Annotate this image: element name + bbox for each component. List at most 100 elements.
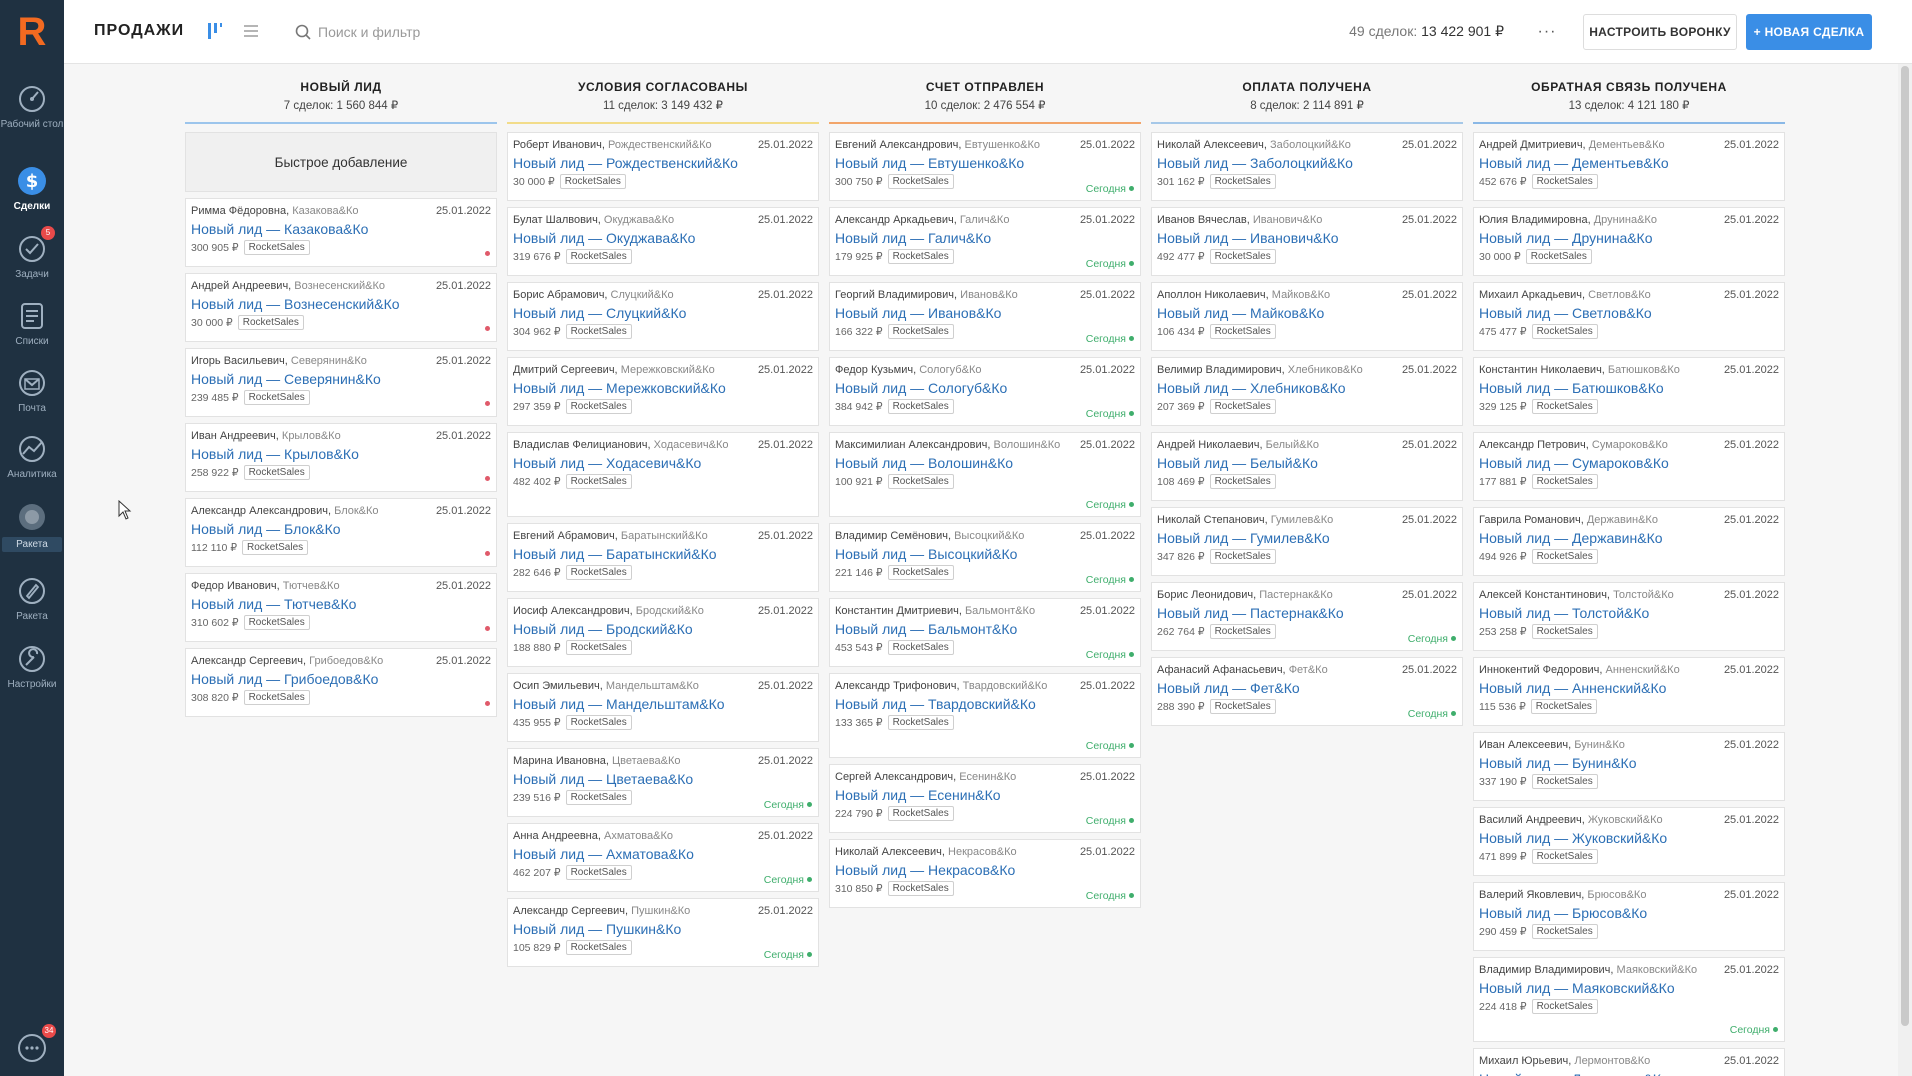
deal-tag[interactable]: RocketSales xyxy=(243,690,310,705)
deal-card[interactable]: Иван Алексеевич, Бунин&Ко 25.01.2022 Новый… xyxy=(1473,732,1785,801)
nav-mail[interactable]: Почта xyxy=(0,362,64,424)
deal-card[interactable]: Владимир Владимирович, Маяковский&Ко 25.0… xyxy=(1473,957,1785,1042)
deal-card[interactable]: Борис Абрамович, Слуцкий&Ко 25.01.2022 Нов… xyxy=(507,282,819,351)
deal-tag[interactable]: RocketSales xyxy=(565,249,632,264)
deal-tag[interactable]: RocketSales xyxy=(243,240,310,255)
deal-tag[interactable]: RocketSales xyxy=(1209,474,1276,489)
deal-card[interactable]: Борис Леонидович, Пастернак&Ко 25.01.2022… xyxy=(1151,582,1463,651)
deal-card[interactable]: Александр Трифонович, Твардовский&Ко 25.0… xyxy=(829,673,1141,758)
deal-title-link[interactable]: Новый лид — Рождественский&Ко xyxy=(513,155,738,171)
deal-title-link[interactable]: Новый лид — Есенин&Ко xyxy=(835,787,1001,803)
deal-tag[interactable]: RocketSales xyxy=(565,940,632,955)
deal-title-link[interactable]: Новый лид — Сологуб&Ко xyxy=(835,380,1008,396)
deal-card[interactable]: Афанасий Афанасьевич, Фет&Ко 25.01.2022 Но… xyxy=(1151,657,1463,726)
deal-card[interactable]: Иннокентий Федорович, Анненский&Ко 25.01.… xyxy=(1473,657,1785,726)
deal-tag[interactable]: RocketSales xyxy=(243,390,310,405)
deal-title-link[interactable]: Новый лид — Слуцкий&Ко xyxy=(513,305,687,321)
deal-card[interactable]: Анна Андреевна, Ахматова&Ко 25.01.2022 Нов… xyxy=(507,823,819,892)
deal-card[interactable]: Александр Александрович, Блок&Ко 25.01.20… xyxy=(185,498,497,567)
deal-tag[interactable]: RocketSales xyxy=(1209,699,1276,714)
deal-card[interactable]: Дмитрий Сергеевич, Мережковский&Ко 25.01.… xyxy=(507,357,819,426)
deal-title-link[interactable]: Новый лид — Дементьев&Ко xyxy=(1479,155,1669,171)
deal-card[interactable]: Иосиф Александрович, Бродский&Ко 25.01.20… xyxy=(507,598,819,667)
deal-card[interactable]: Валерий Яковлевич, Брюсов&Ко 25.01.2022 Но… xyxy=(1473,882,1785,951)
configure-funnel-button[interactable]: НАСТРОИТЬ ВОРОНКУ xyxy=(1583,14,1737,50)
deal-title-link[interactable]: Новый лид — Бродский&Ко xyxy=(513,621,693,637)
deal-title-link[interactable]: Новый лид — Бунин&Ко xyxy=(1479,755,1637,771)
deal-title-link[interactable]: Новый лид — Ахматова&Ко xyxy=(513,846,694,862)
deal-card[interactable]: Андрей Дмитриевич, Дементьев&Ко 25.01.202… xyxy=(1473,132,1785,201)
deal-card[interactable]: Михаил Аркадьевич, Светлов&Ко 25.01.2022 Н… xyxy=(1473,282,1785,351)
deal-title-link[interactable]: Новый лид — Пастернак&Ко xyxy=(1157,605,1344,621)
deal-tag[interactable]: RocketSales xyxy=(565,715,632,730)
nav-deals[interactable]: $ Сделки xyxy=(0,160,64,222)
deal-card[interactable]: Иванов Вячеслав, Иванович&Ко 25.01.2022 Но… xyxy=(1151,207,1463,276)
deal-tag[interactable]: RocketSales xyxy=(1209,324,1276,339)
deal-tag[interactable]: RocketSales xyxy=(237,315,304,330)
deal-title-link[interactable]: Новый лид — Цветаева&Ко xyxy=(513,771,694,787)
deal-tag[interactable]: RocketSales xyxy=(242,540,309,555)
deal-tag[interactable]: RocketSales xyxy=(1531,324,1598,339)
deal-card[interactable]: Юлия Владимировна, Друнина&Ко 25.01.2022 Н… xyxy=(1473,207,1785,276)
deal-tag[interactable]: RocketSales xyxy=(1531,774,1598,789)
deal-tag[interactable]: RocketSales xyxy=(887,565,954,580)
deal-card[interactable]: Николай Алексеевич, Заболоцкий&Ко 25.01.2… xyxy=(1151,132,1463,201)
deal-title-link[interactable]: Новый лид — Казакова&Ко xyxy=(191,221,369,237)
deal-tag[interactable]: RocketSales xyxy=(559,174,626,189)
deal-card[interactable]: Андрей Андреевич, Вознесенский&Ко 25.01.2… xyxy=(185,273,497,342)
deal-card[interactable]: Велимир Владимирович, Хлебников&Ко 25.01.… xyxy=(1151,357,1463,426)
deal-tag[interactable]: RocketSales xyxy=(565,790,632,805)
deal-tag[interactable]: RocketSales xyxy=(1209,249,1276,264)
deal-card[interactable]: Константин Дмитриевич, Бальмонт&Ко 25.01.… xyxy=(829,598,1141,667)
deal-tag[interactable]: RocketSales xyxy=(565,474,632,489)
deal-tag[interactable]: RocketSales xyxy=(887,324,954,339)
deal-title-link[interactable]: Новый лид — Волошин&Ко xyxy=(835,455,1014,471)
deal-title-link[interactable]: Новый лид — Северянин&Ко xyxy=(191,371,381,387)
deal-tag[interactable]: RocketSales xyxy=(887,174,954,189)
deal-card[interactable]: Андрей Николаевич, Белый&Ко 25.01.2022 Нов… xyxy=(1151,432,1463,501)
deal-title-link[interactable]: Новый лид — Крылов&Ко xyxy=(191,446,359,462)
deal-card[interactable]: Георгий Владимирович, Иванов&Ко 25.01.202… xyxy=(829,282,1141,351)
deal-title-link[interactable]: Новый лид — Белый&Ко xyxy=(1157,455,1318,471)
deal-title-link[interactable]: Новый лид — Вознесенский&Ко xyxy=(191,296,400,312)
deal-title-link[interactable]: Новый лид — Ходасевич&Ко xyxy=(513,455,702,471)
deal-card[interactable]: Александр Сергеевич, Грибоедов&Ко 25.01.2… xyxy=(185,648,497,717)
deal-title-link[interactable]: Новый лид — Хлебников&Ко xyxy=(1157,380,1346,396)
deal-tag[interactable]: RocketSales xyxy=(1531,924,1598,939)
deal-card[interactable]: Марина Ивановна, Цветаева&Ко 25.01.2022 Но… xyxy=(507,748,819,817)
deal-card[interactable]: Евгений Абрамович, Баратынский&Ко 25.01.2… xyxy=(507,523,819,592)
deal-title-link[interactable]: Новый лид — Иванович&Ко xyxy=(1157,230,1339,246)
deal-title-link[interactable]: Новый лид — Мандельштам&Ко xyxy=(513,696,725,712)
deal-tag[interactable]: RocketSales xyxy=(565,865,632,880)
deal-tag[interactable]: RocketSales xyxy=(1531,999,1598,1014)
deal-card[interactable]: Николай Алексеевич, Некрасов&Ко 25.01.202… xyxy=(829,839,1141,908)
nav-analytics[interactable]: Аналитика xyxy=(0,428,64,490)
deal-card[interactable]: Михаил Юрьевич, Лермонтов&Ко 25.01.2022 Но… xyxy=(1473,1048,1785,1076)
deal-title-link[interactable]: Новый лид — Баратынский&Ко xyxy=(513,546,717,562)
more-button[interactable]: ··· xyxy=(1537,23,1557,40)
deal-title-link[interactable]: Новый лид — Анненский&Ко xyxy=(1479,680,1667,696)
deal-title-link[interactable]: Новый лид — Светлов&Ко xyxy=(1479,305,1652,321)
vertical-scrollbar[interactable] xyxy=(1898,64,1912,1076)
deal-tag[interactable]: RocketSales xyxy=(1531,549,1598,564)
deal-tag[interactable]: RocketSales xyxy=(1209,549,1276,564)
nav-rocket-hover[interactable]: Ракета xyxy=(0,496,64,558)
deal-tag[interactable]: RocketSales xyxy=(1209,174,1276,189)
scrollbar-thumb[interactable] xyxy=(1901,66,1909,1026)
deal-title-link[interactable]: Новый лид — Евтушенко&Ко xyxy=(835,155,1025,171)
chat-button[interactable]: 34 xyxy=(12,1024,56,1068)
deal-title-link[interactable]: Новый лид — Тютчев&Ко xyxy=(191,596,357,612)
nav-lists[interactable]: Списки xyxy=(0,295,64,357)
deal-title-link[interactable]: Новый лид — Сумароков&Ко xyxy=(1479,455,1669,471)
deal-card[interactable]: Владислав Фелицианович, Ходасевич&Ко 25.0… xyxy=(507,432,819,517)
deal-title-link[interactable]: Новый лид — Державин&Ко xyxy=(1479,530,1663,546)
deal-tag[interactable]: RocketSales xyxy=(1531,174,1598,189)
deal-tag[interactable]: RocketSales xyxy=(1531,399,1598,414)
deal-title-link[interactable]: Новый лид — Друнина&Ко xyxy=(1479,230,1653,246)
deal-title-link[interactable]: Новый лид — Бальмонт&Ко xyxy=(835,621,1018,637)
deal-tag[interactable]: RocketSales xyxy=(565,399,632,414)
deal-title-link[interactable]: Новый лид — Жуковский&Ко xyxy=(1479,830,1668,846)
deal-title-link[interactable]: Новый лид — Заболоцкий&Ко xyxy=(1157,155,1353,171)
deal-tag[interactable]: RocketSales xyxy=(565,324,632,339)
deal-card[interactable]: Гаврила Романович, Державин&Ко 25.01.2022… xyxy=(1473,507,1785,576)
